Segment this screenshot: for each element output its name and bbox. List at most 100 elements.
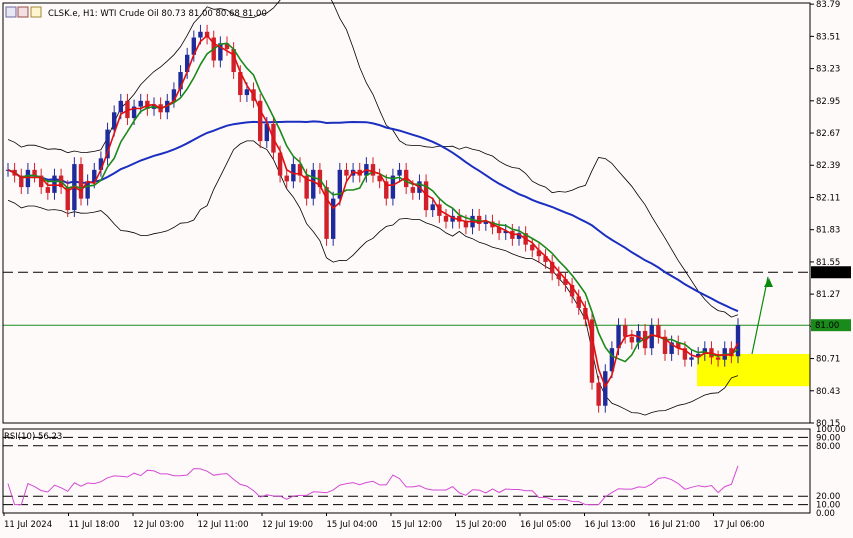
candle-body (430, 204, 435, 211)
candle-body (669, 342, 674, 354)
candle-body (257, 100, 263, 142)
highlight-zone (697, 353, 810, 387)
candle-body (496, 227, 502, 234)
candle-body (19, 175, 24, 188)
candle-body (589, 319, 595, 383)
candle-body (463, 221, 469, 228)
level-price-label: 81.00 (815, 321, 839, 331)
price-tick-label: 81.55 (816, 258, 840, 268)
candle-body (549, 261, 555, 274)
rsi-tick-label: 100.00 (816, 425, 846, 435)
bollinger-upper-band (7, 0, 739, 318)
rsi-tick-label: 80.00 (816, 442, 840, 452)
candle-body (184, 54, 190, 73)
candle-body (397, 169, 402, 176)
price-tick-label: 82.11 (816, 193, 840, 203)
candle-body (656, 325, 661, 337)
time-tick-label: 16 Jul 05:00 (520, 520, 571, 530)
candle-body (583, 307, 588, 320)
candle-body (423, 181, 429, 211)
candle-body (443, 215, 449, 222)
rsi-panel (3, 436, 810, 506)
candle-body (65, 187, 70, 211)
time-tick-label: 16 Jul 21:00 (649, 520, 700, 530)
candle-body (191, 37, 197, 55)
candle-body (98, 158, 104, 170)
rsi-tick-label: 20.00 (816, 492, 840, 502)
candle-body (264, 123, 270, 142)
candle-body (304, 175, 309, 199)
ma-fast-line (7, 34, 739, 389)
candle-body (629, 336, 635, 343)
window-icon (5, 6, 17, 18)
candle-body (92, 169, 97, 182)
price-tick-label: 83.51 (816, 32, 840, 42)
candle-body (317, 169, 323, 188)
time-tick-label: 15 Jul 12:00 (391, 520, 442, 530)
rsi-frame (2, 428, 811, 514)
rsi-label: RSI(10) 56.23 (4, 432, 62, 442)
signal-arrow-shaft (751, 276, 769, 355)
candle-body (377, 175, 382, 182)
price-tick-label: 82.39 (816, 161, 840, 171)
candle-body (32, 169, 37, 176)
time-tick-label: 12 Jul 19:00 (262, 520, 313, 530)
price-tick-label: 80.43 (816, 387, 840, 397)
candle-body (324, 187, 329, 239)
candle-body (311, 169, 316, 199)
price-tick-label: 80.71 (816, 355, 840, 365)
candle-body (357, 169, 362, 176)
candle-body (410, 187, 416, 193)
candle-body (231, 49, 236, 73)
candle-body (536, 250, 542, 257)
level-price-badge (811, 319, 851, 332)
price-tick-label: 82.95 (816, 97, 840, 107)
candle-body (198, 31, 203, 38)
price-tick-label: 81.83 (816, 226, 840, 236)
grid-icon (17, 6, 29, 18)
time-tick-label: 11 Jul 2024 (4, 520, 52, 530)
candle-body (695, 353, 701, 358)
rsi-tick-label: 10.00 (816, 501, 840, 511)
candle-body (45, 187, 51, 193)
candle-body (622, 325, 628, 337)
candle-body (603, 371, 608, 406)
candle-body (178, 72, 183, 90)
rsi-tick-label: 0.00 (816, 509, 835, 519)
candle-body (682, 348, 688, 360)
candle-body (596, 382, 601, 406)
candle-body (384, 181, 389, 199)
candle-body (78, 164, 84, 199)
candle-body (105, 129, 110, 159)
candle-body (330, 198, 336, 239)
candle-body (277, 152, 283, 176)
header: CLSK.e, H1: WTI Crude Oil 80.73 81.00 80… (5, 6, 267, 19)
candle-body (676, 342, 681, 349)
candle-body (370, 164, 376, 176)
time-tick-label: 12 Jul 11:00 (198, 520, 249, 530)
price-panel (3, 0, 810, 416)
candle-body (337, 169, 343, 199)
candle-body (569, 284, 575, 297)
candle-body (543, 256, 548, 262)
candle-body (118, 100, 124, 113)
price-tick-label: 83.23 (816, 65, 840, 75)
candle-body (530, 244, 535, 251)
candle-body (476, 215, 482, 224)
candle-body (238, 72, 243, 96)
time-tick-label: 11 Jul 18:00 (69, 520, 120, 530)
candle-body (689, 357, 694, 360)
candle-body (450, 215, 455, 222)
price-tick-label: 80.15 (816, 419, 840, 429)
candle-body (735, 325, 741, 357)
price-tick-label: 81.27 (816, 290, 840, 300)
candle-body (224, 43, 230, 50)
candle-body (390, 175, 396, 199)
level-price-label: 81.46 (815, 268, 839, 278)
candle-body (85, 181, 90, 199)
candle-body (344, 169, 349, 176)
candle-body (616, 325, 621, 349)
time-tick-label: 12 Jul 03:00 (133, 520, 184, 530)
